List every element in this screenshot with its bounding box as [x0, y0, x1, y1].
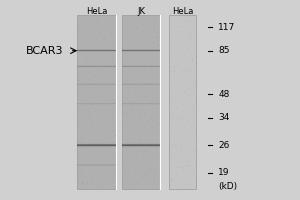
Bar [77, 148, 116, 149]
Bar [77, 141, 116, 142]
Text: 19: 19 [218, 168, 230, 177]
Bar [77, 48, 116, 49]
Bar [77, 53, 116, 54]
Bar [122, 141, 160, 142]
Bar [122, 52, 160, 53]
Bar [122, 54, 160, 55]
Text: 26: 26 [218, 141, 230, 150]
Text: HeLa: HeLa [86, 7, 107, 16]
Bar [122, 143, 160, 144]
Bar [122, 149, 160, 150]
Bar [122, 48, 160, 49]
Text: BCAR3: BCAR3 [26, 46, 64, 56]
Bar [122, 146, 160, 147]
Bar [77, 140, 116, 141]
Text: 34: 34 [218, 113, 230, 122]
Bar [169, 15, 196, 189]
Bar [122, 15, 160, 189]
Bar [122, 147, 160, 148]
Bar [122, 51, 160, 52]
Bar [122, 49, 160, 50]
Text: HeLa: HeLa [172, 7, 194, 16]
Bar [122, 50, 160, 51]
Text: 85: 85 [218, 46, 230, 55]
Bar [77, 15, 116, 189]
Bar [77, 142, 116, 143]
Bar [77, 49, 116, 50]
Bar [77, 147, 116, 148]
Bar [122, 142, 160, 143]
Bar [122, 47, 160, 48]
Bar [77, 143, 116, 144]
Text: JK: JK [137, 7, 145, 16]
Bar [77, 54, 116, 55]
Bar [77, 145, 116, 146]
Bar [77, 144, 116, 145]
Bar [77, 146, 116, 147]
Bar [122, 145, 160, 146]
Bar [122, 53, 160, 54]
Text: 48: 48 [218, 90, 230, 99]
Bar [77, 149, 116, 150]
Text: (kD): (kD) [218, 182, 238, 191]
Bar [77, 50, 116, 51]
Bar [122, 148, 160, 149]
Bar [122, 140, 160, 141]
Bar [77, 51, 116, 52]
Bar [77, 52, 116, 53]
Bar [122, 150, 160, 151]
Bar [122, 144, 160, 145]
Bar [77, 47, 116, 48]
Text: 117: 117 [218, 23, 236, 32]
Bar [77, 150, 116, 151]
